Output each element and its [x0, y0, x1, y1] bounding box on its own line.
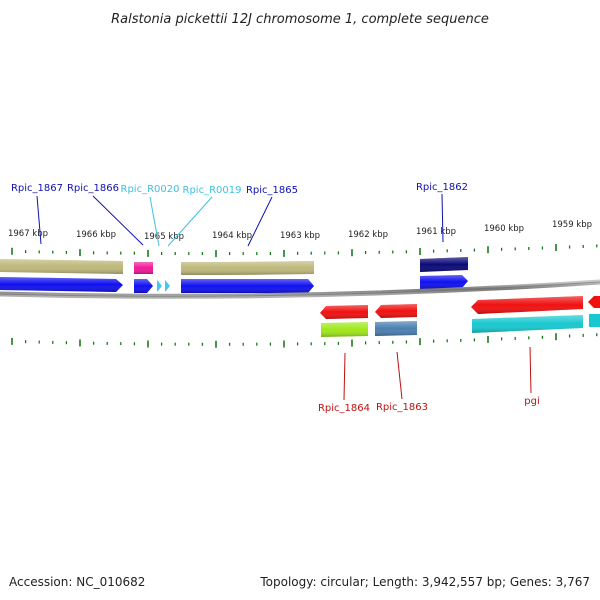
leader-line	[396, 351, 403, 400]
gene-block	[321, 322, 368, 337]
kbp-label: 1959 kbp	[552, 220, 592, 230]
leader-line	[167, 196, 213, 247]
gene-arrow	[134, 279, 153, 293]
leader-line	[149, 196, 160, 247]
gene-label[interactable]: Rpic_1864	[318, 403, 370, 414]
kbp-label: 1961 kbp	[416, 227, 456, 237]
gene-labels-bottom: Rpic_1864 Rpic_1863 pgi	[318, 396, 540, 414]
gene-arrow[interactable]	[588, 296, 600, 308]
gene-labels-top: Rpic_1867 Rpic_1866 Rpic_R0020 Rpic_R001…	[11, 182, 468, 196]
kbp-label: 1960 kbp	[484, 224, 524, 234]
map-title: Ralstonia pickettii 12J chromosome 1, co…	[111, 12, 489, 27]
leader-line	[247, 196, 273, 247]
feature-track-upper	[0, 257, 468, 275]
gene-arrow	[181, 279, 314, 293]
gene-block	[420, 257, 468, 272]
genome-summary-text: Topology: circular; Length: 3,942,557 bp…	[259, 575, 590, 589]
kbp-label: 1964 kbp	[212, 231, 252, 241]
gene-arrow	[420, 275, 468, 289]
leader-line	[36, 195, 42, 245]
feature-track-lower	[321, 314, 600, 337]
gene-label[interactable]: Rpic_R0019	[183, 185, 242, 196]
leader-line	[529, 346, 532, 394]
gene-block	[472, 315, 583, 333]
tick-row-top	[11, 244, 598, 258]
kbp-label: 1963 kbp	[280, 231, 320, 241]
chromosome-backbone-shade	[0, 281, 600, 297]
gene-arrow	[471, 296, 583, 314]
kbp-scale: 1967 kbp 1966 kbp 1965 kbp 1964 kbp 1963…	[8, 220, 592, 242]
gene-block	[0, 259, 123, 274]
gene-arrow	[375, 304, 417, 318]
gene-arrow	[0, 277, 123, 292]
rna-arrow[interactable]	[157, 280, 162, 292]
rna-arrow[interactable]	[165, 280, 170, 292]
reverse-strand-track	[320, 296, 600, 319]
leader-line	[441, 193, 444, 243]
gene-block	[181, 261, 314, 275]
accession-text: Accession: NC_010682	[9, 575, 145, 589]
kbp-label: 1966 kbp	[76, 230, 116, 240]
gene-label[interactable]: pgi	[524, 396, 539, 407]
forward-strand-track	[0, 275, 468, 293]
kbp-label: 1965 kbp	[144, 232, 184, 242]
gene-label[interactable]: Rpic_1867	[11, 183, 63, 194]
kbp-label: 1967 kbp	[8, 229, 48, 239]
gene-arrow	[320, 305, 368, 319]
leader-line	[92, 195, 144, 246]
leader-lines	[36, 193, 532, 401]
gene-label[interactable]: Rpic_1866	[67, 183, 119, 194]
gene-label[interactable]: Rpic_1865	[246, 185, 298, 196]
leader-line	[343, 352, 346, 401]
gene-block	[375, 321, 417, 336]
gene-label[interactable]: Rpic_R0020	[121, 184, 180, 195]
kbp-label: 1962 kbp	[348, 230, 388, 240]
gene-block[interactable]	[589, 314, 600, 327]
gene-label[interactable]: Rpic_1863	[376, 402, 428, 413]
tick-row-bottom	[11, 333, 598, 348]
gene-block	[134, 262, 153, 274]
gene-label[interactable]: Rpic_1862	[416, 182, 468, 193]
